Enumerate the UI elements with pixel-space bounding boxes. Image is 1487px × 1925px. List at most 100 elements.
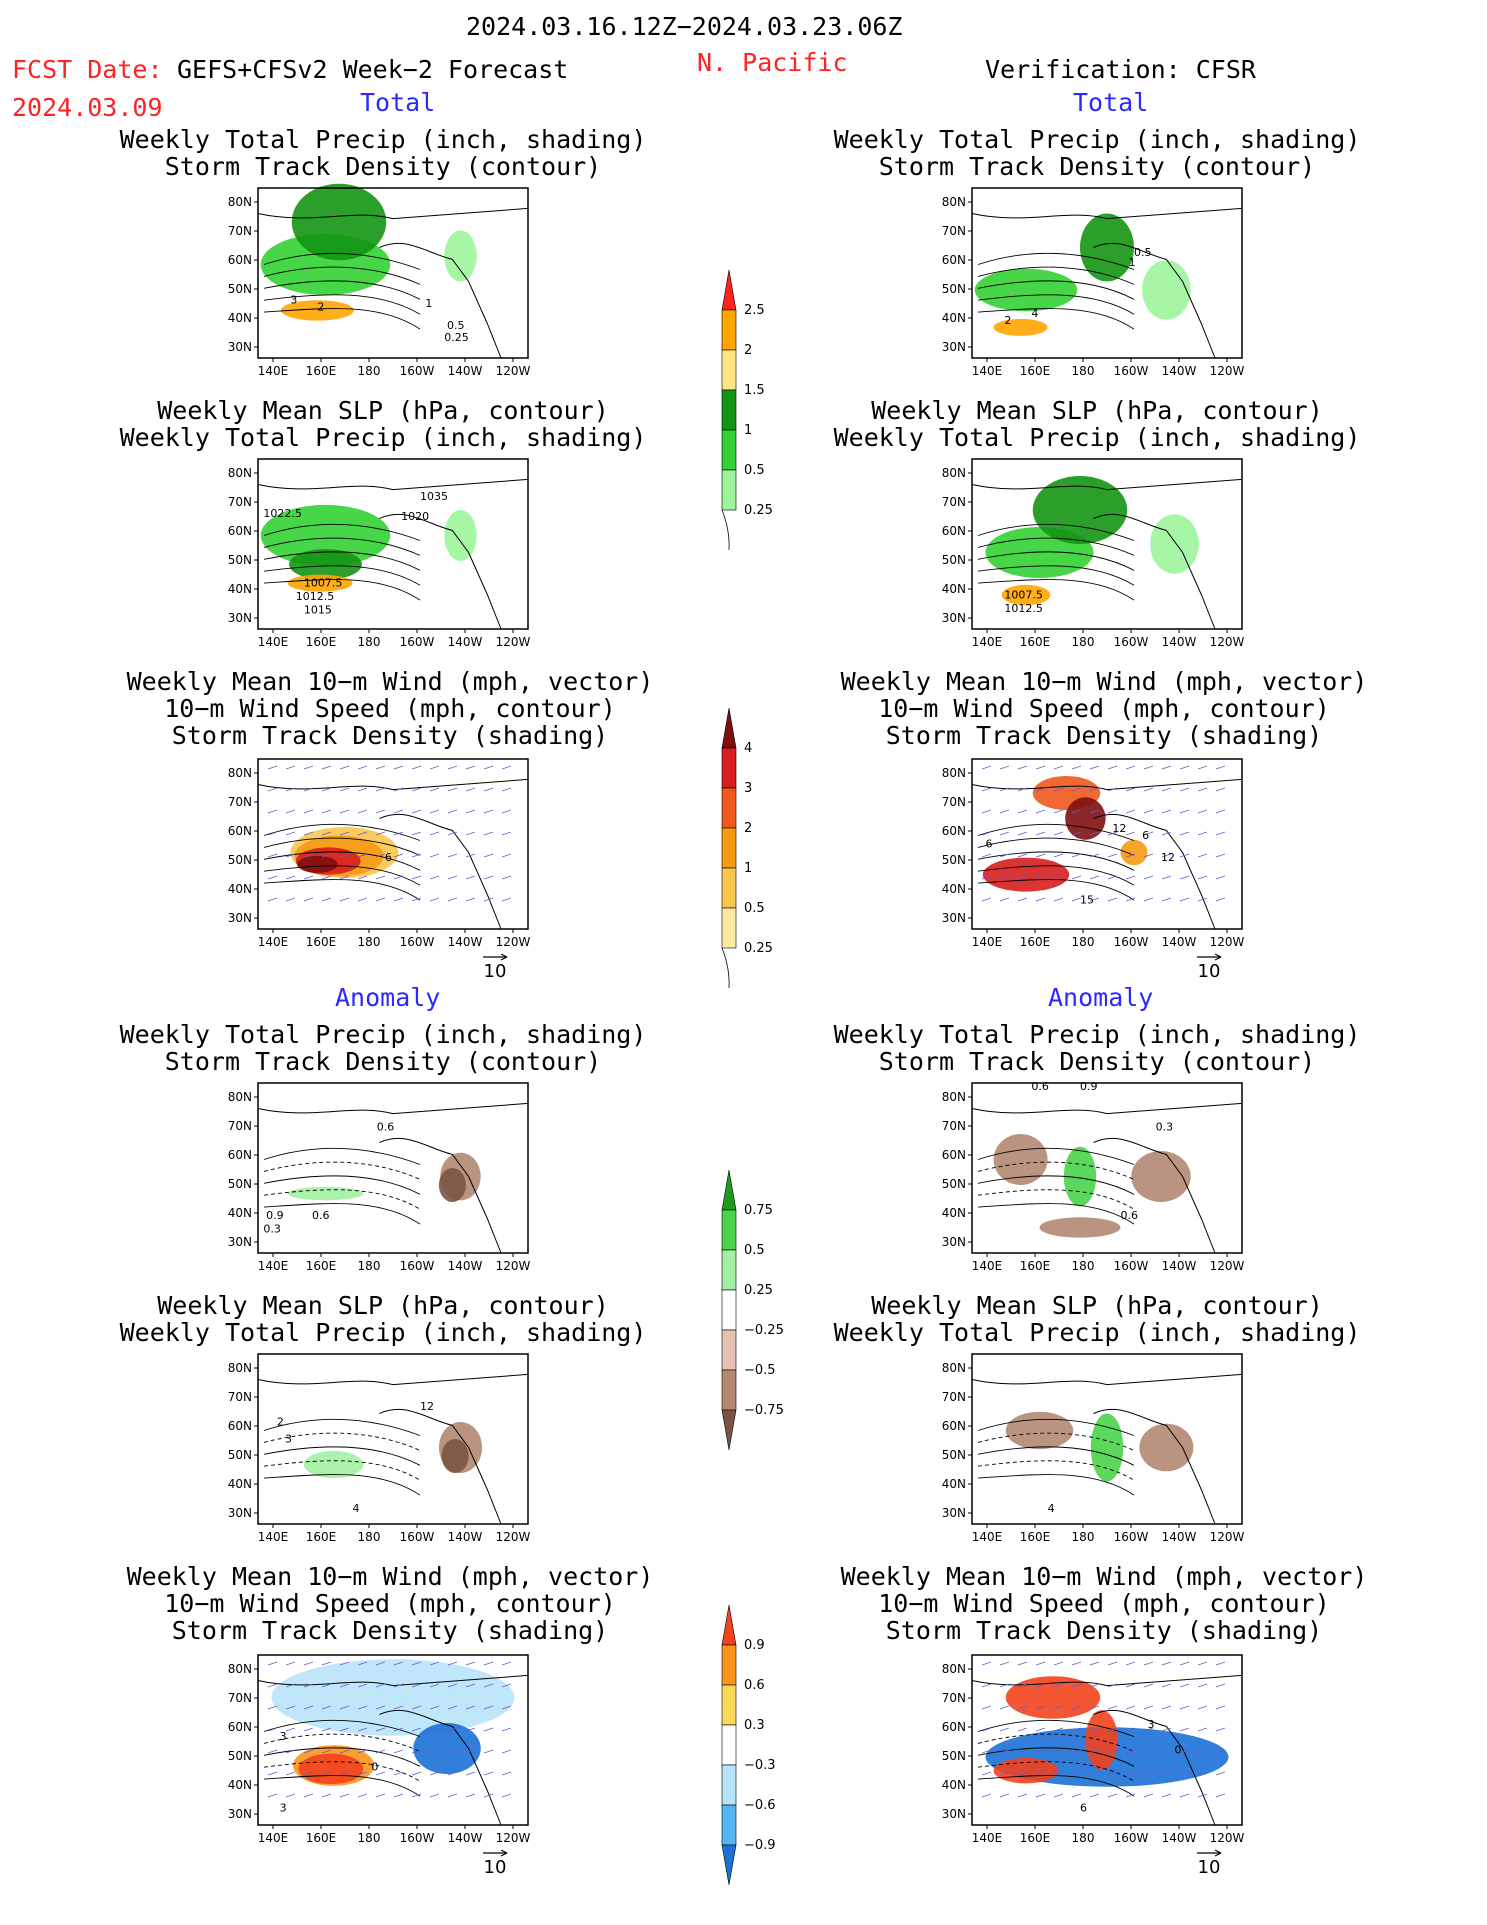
wind-vector xyxy=(1035,853,1046,858)
wind-vector xyxy=(483,1749,494,1754)
contour-r6-0 xyxy=(977,1719,1135,1737)
colorbar-label: −0.6 xyxy=(744,1798,776,1813)
colorbar-label: 3 xyxy=(744,781,752,796)
shading-l5-0 xyxy=(303,1450,364,1479)
lat-label: 70N xyxy=(228,1119,252,1133)
shading-r3-2 xyxy=(982,857,1070,892)
wind-vector xyxy=(1017,1749,1028,1754)
wind-vector xyxy=(981,897,992,902)
wind-vector xyxy=(393,1793,404,1798)
contour-label-r1-2: 2 xyxy=(1004,314,1011,327)
lon-label: 140W xyxy=(448,364,483,378)
wind-vector xyxy=(375,809,386,814)
lon-label: 160E xyxy=(306,364,337,378)
contour-l5-2 xyxy=(263,1446,421,1466)
contour-r2-3 xyxy=(977,565,1135,586)
wind-vector xyxy=(1035,1793,1046,1798)
wind-vector xyxy=(1197,875,1208,880)
contour-l1-3 xyxy=(263,294,421,315)
wind-vector xyxy=(999,1683,1010,1688)
lon-label: 140E xyxy=(258,364,289,378)
lat-label: 60N xyxy=(942,253,966,267)
contour-l6-1 xyxy=(263,1733,421,1752)
wind-vector xyxy=(357,787,368,792)
colorbar-label: 2 xyxy=(744,343,752,358)
contour-label-l3-0: 6 xyxy=(385,851,392,864)
wind-vector xyxy=(429,1705,440,1710)
wind-vector xyxy=(981,1683,992,1688)
colorbar-segment xyxy=(721,867,737,909)
wind-vector xyxy=(1161,1793,1172,1798)
wind-vector xyxy=(1125,1749,1136,1754)
coastline-arctic-r1 xyxy=(971,207,1243,220)
wind-vector xyxy=(981,853,992,858)
wind-vector xyxy=(1125,831,1136,836)
contour-r6-1 xyxy=(977,1733,1135,1752)
wind-vector xyxy=(447,1771,458,1776)
wind-vector xyxy=(429,787,440,792)
wind-vector xyxy=(1215,875,1226,880)
contour-label-l4-2: 0.6 xyxy=(312,1209,330,1222)
wind-vector xyxy=(375,787,386,792)
contour-l1-0 xyxy=(263,252,421,270)
wind-vector xyxy=(465,1793,476,1798)
colorbar-segment xyxy=(721,1844,737,1886)
colorbar-segment xyxy=(721,1289,737,1331)
lon-label: 120W xyxy=(496,635,531,649)
contour-l2-4 xyxy=(263,579,421,601)
lon-label: 180 xyxy=(358,1259,381,1273)
lon-label: 120W xyxy=(1210,1259,1245,1273)
contour-r4-3 xyxy=(977,1189,1135,1210)
wind-vector xyxy=(483,1705,494,1710)
wind-vector xyxy=(357,765,368,770)
wind-vector xyxy=(1179,765,1190,770)
lon-label: 160E xyxy=(1020,1831,1051,1845)
wind-vector xyxy=(411,809,422,814)
lat-label: 40N xyxy=(942,882,966,896)
colorbar-segment xyxy=(721,1369,737,1411)
wind-vector xyxy=(339,1661,350,1666)
lon-label: 160E xyxy=(1020,364,1051,378)
wind-vector xyxy=(357,897,368,902)
wind-vector xyxy=(1215,809,1226,814)
wind-vector xyxy=(981,1749,992,1754)
lat-label: 70N xyxy=(228,1691,252,1705)
wind-vector xyxy=(393,765,404,770)
wind-vector xyxy=(1107,809,1118,814)
contour-label-r4-1: 0.9 xyxy=(1080,1080,1098,1093)
wind-vector xyxy=(1161,1727,1172,1732)
colorbar-segment xyxy=(721,1764,737,1806)
wind-vector xyxy=(1125,875,1136,880)
lon-label: 140W xyxy=(1162,1530,1197,1544)
title-r5: Weekly Mean SLP (hPa, contour) Weekly Tot… xyxy=(833,1291,1361,1347)
wind-vector xyxy=(447,853,458,858)
wind-vector xyxy=(447,897,458,902)
wind-vector xyxy=(465,897,476,902)
colorbar-label: 0.75 xyxy=(744,1203,773,1218)
colorbar-label: 0.6 xyxy=(744,1678,765,1693)
wind-vector xyxy=(483,1793,494,1798)
shading-r5-2 xyxy=(1139,1423,1194,1472)
wind-vector xyxy=(411,787,422,792)
colorbar-label: 1 xyxy=(744,423,752,438)
wind-vector xyxy=(447,1727,458,1732)
wind-vector xyxy=(1071,853,1082,858)
colorbar-track_total: 4 3 2 1 0.5 0.25 xyxy=(721,707,773,989)
wind-vector xyxy=(447,1705,458,1710)
wind-vector xyxy=(357,831,368,836)
wind-vector xyxy=(267,831,278,836)
wind-vector xyxy=(483,765,494,770)
lat-label: 60N xyxy=(228,1148,252,1162)
colorbar-segment xyxy=(721,1169,737,1211)
contour-label-l1-3: 0.5 xyxy=(447,319,465,332)
contour-label-l6-1: 0 xyxy=(371,1761,378,1774)
wind-vector xyxy=(1179,875,1190,880)
shading-r4-2 xyxy=(1131,1151,1191,1202)
contour-l4-0 xyxy=(263,1147,421,1165)
shading-r1-3 xyxy=(1142,260,1191,320)
wind-vector xyxy=(303,897,314,902)
contour-label-r4-2: 0.3 xyxy=(1156,1121,1174,1134)
wind-vector xyxy=(1125,1793,1136,1798)
lon-label: 160W xyxy=(1114,364,1149,378)
